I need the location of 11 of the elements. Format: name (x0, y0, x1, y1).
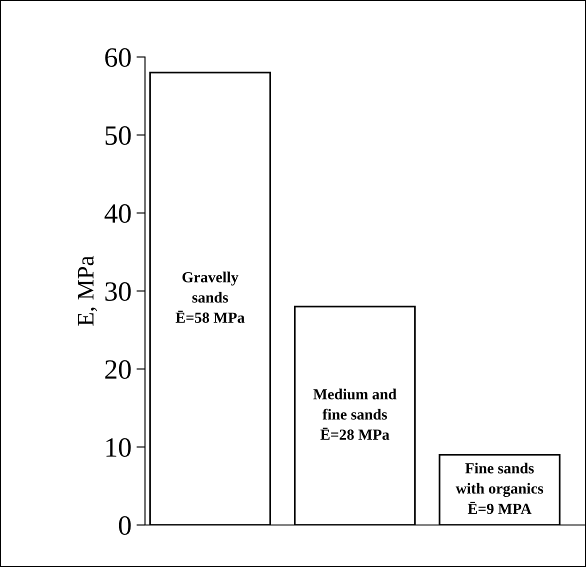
data-label: Medium and fine sands Ē=28 MPa (313, 388, 397, 440)
y-tick-label: 0 (118, 516, 131, 535)
y-tick-label: 10 (106, 438, 131, 457)
y-tick-label: 60 (105, 48, 131, 67)
y-axis-title: E, MPa (78, 256, 98, 326)
data-label: Gravelly sands Ē=58 MPa (176, 272, 245, 323)
y-tick-label: 40 (104, 204, 131, 223)
y-tick-label: 30 (105, 282, 131, 301)
y-tick-label: 50 (106, 126, 131, 145)
y-tick-label: 20 (105, 360, 131, 379)
data-label: Fine sands with organics Ē=9 MPA (456, 462, 544, 514)
